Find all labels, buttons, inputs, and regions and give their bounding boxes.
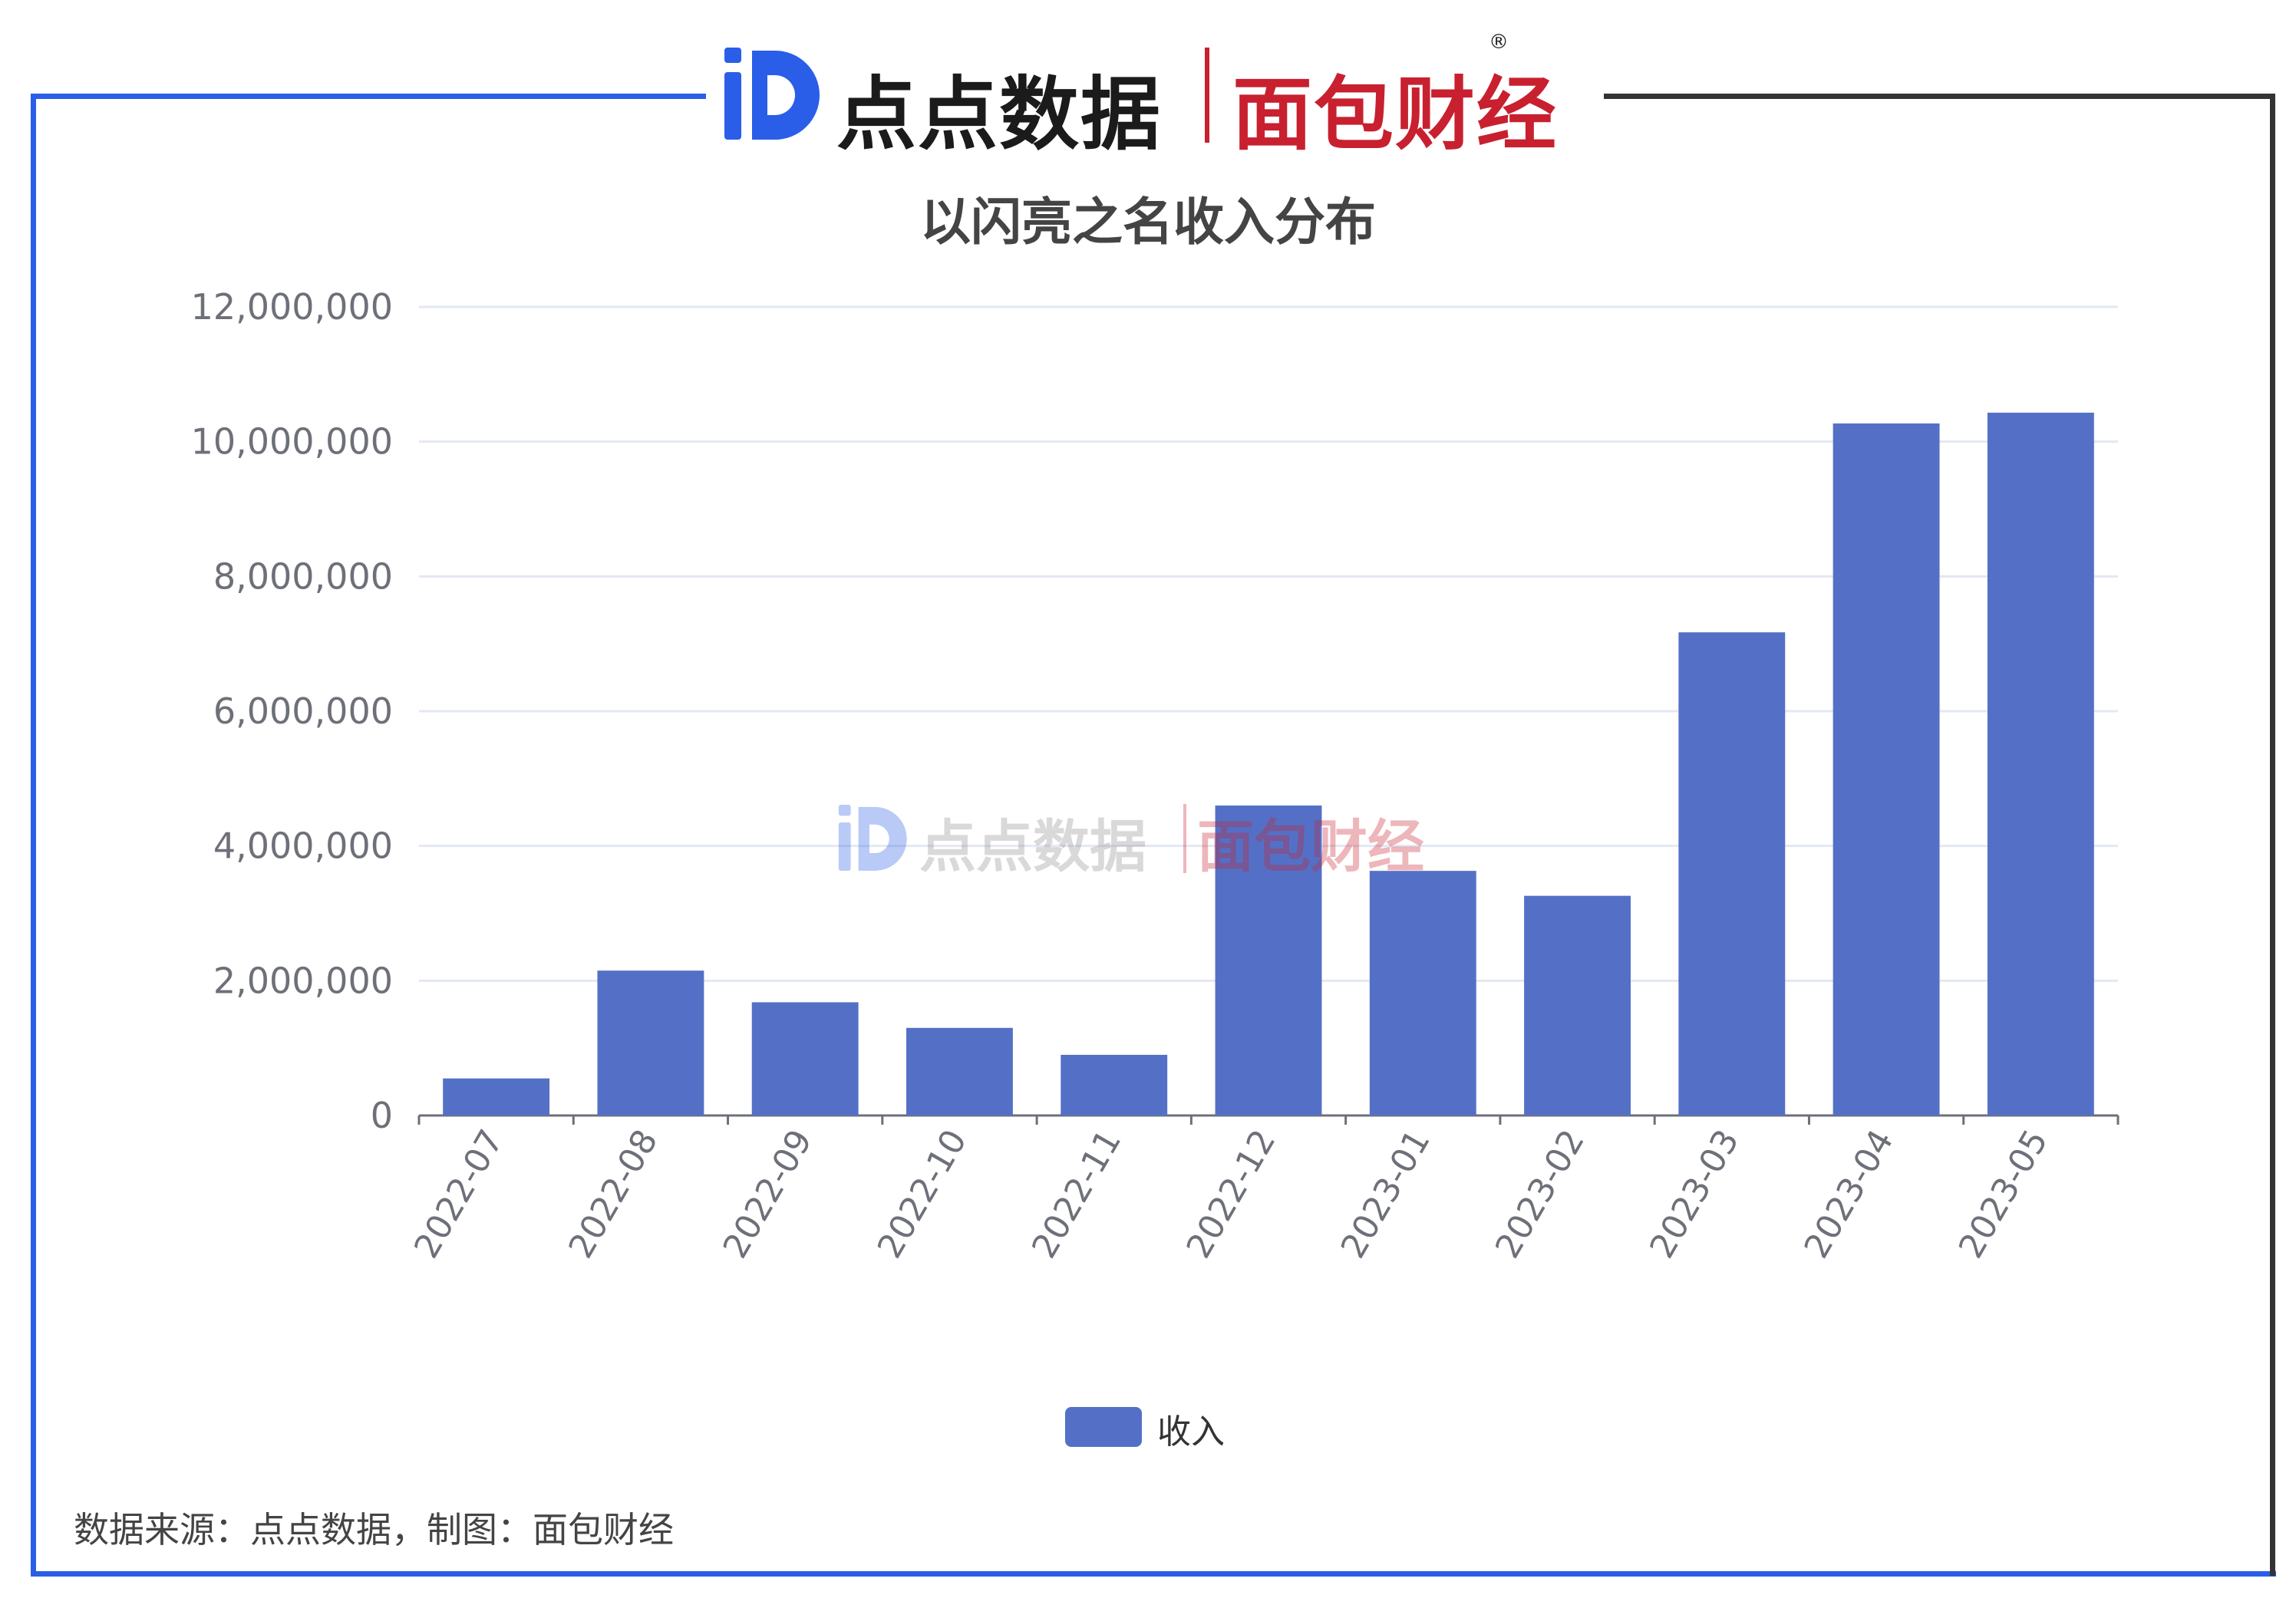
x-tick-label: 2022-10 <box>870 1123 975 1265</box>
y-tick-label: 0 <box>371 1095 393 1136</box>
bar <box>1061 1054 1168 1115</box>
frame-bottom-border <box>31 1571 2276 1577</box>
y-tick-label: 12,000,000 <box>191 286 393 328</box>
x-tick-label: 2022-09 <box>716 1123 820 1265</box>
mianbao-logo-text: 面包财经 <box>1232 68 1559 161</box>
y-tick-label: 10,000,000 <box>191 421 393 463</box>
x-tick-label: 2022-12 <box>1179 1123 1283 1265</box>
bar <box>906 1027 1013 1115</box>
legend-swatch <box>1065 1407 1142 1447</box>
x-tick-label: 2022-08 <box>561 1123 665 1265</box>
watermark-separator <box>1183 804 1186 873</box>
bar <box>1987 412 2094 1115</box>
x-tick-label: 2023-04 <box>1797 1123 1902 1265</box>
watermark: 点点数据 面包财经 <box>836 798 1481 898</box>
frame-right-border <box>2270 94 2275 1576</box>
chart-title: 以闪亮之名收入分布 <box>920 193 1376 252</box>
y-tick-label: 2,000,000 <box>213 960 393 1001</box>
x-tick-label: 2023-01 <box>1334 1123 1438 1265</box>
x-tick-label: 2022-07 <box>407 1123 511 1265</box>
watermark-left-text: 点点数据 <box>919 814 1146 880</box>
x-tick-label: 2023-05 <box>1951 1123 2056 1265</box>
x-tick-label: 2023-02 <box>1488 1123 1592 1265</box>
x-tick-label: 2023-03 <box>1642 1123 1747 1265</box>
y-tick-label: 4,000,000 <box>213 825 393 867</box>
bar <box>597 970 704 1115</box>
bar <box>751 1002 859 1115</box>
logo-separator <box>1205 48 1209 143</box>
frame-top-left-border <box>31 94 706 99</box>
legend-label: 收入 <box>1157 1412 1225 1451</box>
x-tick-label: 2022-11 <box>1024 1123 1129 1265</box>
bar <box>1369 871 1476 1115</box>
bar <box>1524 895 1631 1115</box>
y-tick-label: 8,000,000 <box>213 555 393 597</box>
frame-top-right-border <box>1604 94 2275 99</box>
bar <box>443 1078 550 1115</box>
frame-left-border <box>31 94 36 1576</box>
bar <box>1833 423 1940 1115</box>
bar <box>1678 632 1786 1115</box>
watermark-right-text: 面包财经 <box>1197 814 1424 880</box>
diandian-logo-text: 点点数据 <box>836 68 1163 161</box>
bar <box>1215 805 1322 1115</box>
diandian-logo-icon <box>724 48 820 140</box>
y-tick-label: 6,000,000 <box>213 690 393 732</box>
header-logos: 点点数据 面包财经 ® <box>721 31 1588 161</box>
watermark-diandian-icon <box>838 805 907 871</box>
source-note: 数据来源：点点数据，制图：面包财经 <box>74 1509 674 1550</box>
registered-mark: ® <box>1489 31 1509 54</box>
